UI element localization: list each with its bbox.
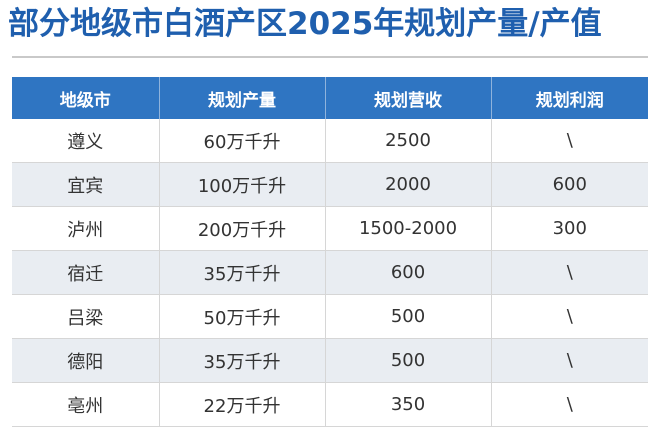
table-row: 亳州 22万千升 350 \ [12,382,648,427]
cell-city: 德阳 [12,338,160,383]
header-planned-output: 规划产量 [159,77,326,119]
cell-revenue: 600 [325,250,492,295]
cell-revenue: 500 [325,338,492,383]
table-header-row: 地级市 规划产量 规划营收 规划利润 [12,77,648,119]
title-divider [12,56,648,58]
cell-output: 35万千升 [159,338,326,383]
table-row: 宜宾 100万千升 2000 600 [12,162,648,207]
cell-city: 泸州 [12,206,160,251]
cell-city: 宜宾 [12,162,160,207]
cell-revenue: 1500-2000 [325,206,492,251]
cell-profit: \ [491,338,648,383]
header-planned-profit: 规划利润 [491,77,648,119]
cell-revenue: 500 [325,294,492,339]
cell-output: 35万千升 [159,250,326,295]
cell-profit: \ [491,294,648,339]
table-row: 泸州 200万千升 1500-2000 300 [12,206,648,251]
cell-output: 50万千升 [159,294,326,339]
table-row: 遵义 60万千升 2500 \ [12,119,648,163]
header-planned-revenue: 规划营收 [325,77,492,119]
cell-output: 100万千升 [159,162,326,207]
cell-revenue: 350 [325,382,492,427]
cell-city: 宿迁 [12,250,160,295]
cell-revenue: 2000 [325,162,492,207]
table-row: 德阳 35万千升 500 \ [12,338,648,383]
cell-profit: \ [491,382,648,427]
cell-profit: \ [491,119,648,163]
table-row: 吕梁 50万千升 500 \ [12,294,648,339]
cell-output: 200万千升 [159,206,326,251]
cell-output: 22万千升 [159,382,326,427]
cell-profit: \ [491,250,648,295]
cell-profit: 600 [491,162,648,207]
page-title: 部分地级市白酒产区2025年规划产量/产值 [8,6,602,42]
cell-output: 60万千升 [159,119,326,163]
cell-city: 亳州 [12,382,160,427]
cell-city: 吕梁 [12,294,160,339]
table-row: 宿迁 35万千升 600 \ [12,250,648,295]
cell-city: 遵义 [12,119,160,163]
header-city: 地级市 [12,77,160,119]
cell-revenue: 2500 [325,119,492,163]
cell-profit: 300 [491,206,648,251]
data-table: 地级市 规划产量 规划营收 规划利润 遵义 60万千升 2500 \ 宜宾 10… [12,77,648,427]
